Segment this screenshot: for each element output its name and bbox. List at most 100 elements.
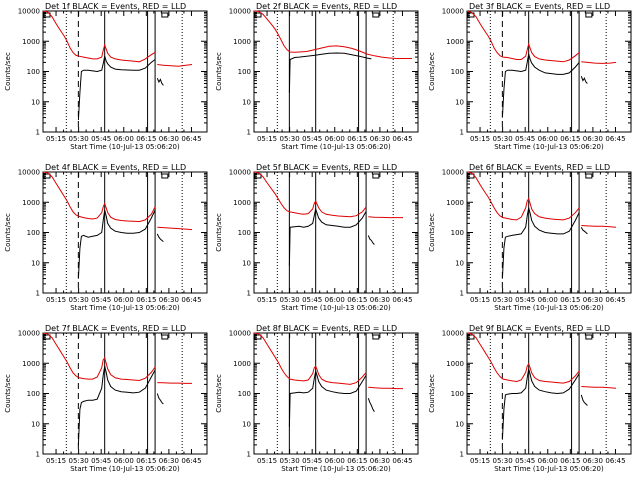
- x-axis-label: Start Time (10-Jul-13 05:06:20): [281, 143, 391, 151]
- y-axis-label: Counts/sec: [428, 374, 436, 413]
- x-tick-label: 05:45: [515, 135, 535, 143]
- series-line-lld-after: [157, 64, 193, 67]
- x-tick-label: 05:45: [515, 457, 535, 465]
- detector-panel-7: Det 7f BLACK = Events, RED = LLD 1 10 100 10…: [4, 324, 208, 473]
- x-tick-label: 06:30: [583, 296, 603, 304]
- series-line-lld-after: [368, 386, 403, 390]
- x-tick-label: 05:15: [46, 457, 66, 465]
- y-tick-label: 10000: [442, 330, 464, 338]
- x-tick-label: 06:30: [159, 135, 179, 143]
- y-tick-label: 1: [247, 290, 251, 298]
- x-tick-label: 05:15: [257, 296, 277, 304]
- y-tick-label: 1: [247, 129, 251, 137]
- panel-title: Det 2f BLACK = Events, RED = LLD: [256, 2, 397, 11]
- x-tick-label: 05:15: [257, 457, 277, 465]
- series-line-events: [501, 53, 580, 118]
- x-tick-label: 06:15: [560, 296, 580, 304]
- series-line-events-after: [156, 78, 164, 86]
- panel-title: Det 8f BLACK = Events, RED = LLD: [256, 324, 397, 333]
- series-line-lld: [253, 171, 367, 218]
- x-tick-label: 05:45: [302, 135, 322, 143]
- x-tick-label: 05:30: [493, 457, 513, 465]
- corner-marker: [372, 173, 380, 179]
- y-tick-label: 1: [36, 129, 40, 137]
- corner-marker: [254, 12, 262, 18]
- corner-marker: [372, 12, 380, 18]
- corner-marker: [254, 334, 262, 340]
- y-tick-label: 1: [460, 290, 464, 298]
- series-line-events: [288, 52, 372, 93]
- y-axis-label: Counts/sec: [215, 374, 223, 413]
- series-line-events-after: [156, 393, 164, 405]
- y-axis-label: Counts/sec: [428, 213, 436, 252]
- x-tick-label: 06:00: [325, 457, 345, 465]
- corner-marker: [585, 12, 593, 18]
- y-axis-label: Counts/sec: [215, 213, 223, 252]
- series-line-events-after: [156, 233, 164, 242]
- x-tick-label: 06:00: [114, 457, 134, 465]
- series-line-lld: [42, 332, 156, 382]
- series-line-lld-after: [581, 386, 617, 389]
- x-tick-label: 06:45: [605, 296, 625, 304]
- y-tick-label: 100: [451, 390, 464, 398]
- x-axis-label: Start Time (10-Jul-13 05:06:20): [494, 465, 604, 473]
- series-line-lld-after: [157, 382, 192, 384]
- series-line-lld-after: [581, 61, 617, 64]
- corner-marker: [585, 173, 593, 179]
- x-tick-label: 05:15: [470, 296, 490, 304]
- y-tick-label: 10000: [18, 8, 40, 16]
- series-line-events: [288, 207, 367, 266]
- y-tick-label: 10: [455, 259, 464, 267]
- series-line-events: [77, 366, 156, 445]
- y-tick-label: 100: [27, 390, 40, 398]
- y-tick-label: 10000: [229, 169, 251, 177]
- detector-panel-3: Det 3f BLACK = Events, RED = LLD 1 10 100 10…: [428, 2, 632, 151]
- panel-title: Det 3f BLACK = Events, RED = LLD: [469, 2, 610, 11]
- panel-title: Det 9f BLACK = Events, RED = LLD: [469, 324, 610, 333]
- series-line-events-after: [580, 226, 588, 235]
- x-tick-label: 06:15: [136, 135, 156, 143]
- x-tick-label: 05:30: [280, 135, 300, 143]
- detector-panel-8: Det 8f BLACK = Events, RED = LLD 1 10 100 10…: [215, 324, 419, 473]
- x-tick-label: 06:15: [560, 457, 580, 465]
- corner-marker: [161, 334, 169, 340]
- y-tick-label: 1: [36, 451, 40, 459]
- x-tick-label: 05:30: [493, 135, 513, 143]
- x-tick-label: 05:45: [515, 296, 535, 304]
- x-tick-label: 06:15: [347, 457, 367, 465]
- y-tick-label: 100: [451, 229, 464, 237]
- y-axis-label: Counts/sec: [4, 213, 12, 252]
- x-axis-label: Start Time (10-Jul-13 05:06:20): [494, 304, 604, 312]
- x-axis-label: Start Time (10-Jul-13 05:06:20): [281, 465, 391, 473]
- x-tick-label: 06:00: [325, 296, 345, 304]
- x-tick-label: 06:15: [347, 296, 367, 304]
- corner-marker: [372, 334, 380, 340]
- y-tick-label: 1: [460, 451, 464, 459]
- y-axis-label: Counts/sec: [4, 52, 12, 91]
- x-tick-label: 06:15: [560, 135, 580, 143]
- series-line-lld: [42, 10, 156, 63]
- x-tick-label: 06:00: [538, 457, 558, 465]
- series-line-lld-after: [581, 225, 617, 228]
- x-tick-label: 06:45: [392, 296, 412, 304]
- x-tick-label: 05:45: [302, 457, 322, 465]
- series-line-lld: [466, 171, 580, 221]
- corner-marker: [585, 334, 593, 340]
- x-tick-label: 06:00: [114, 135, 134, 143]
- series-line-lld: [466, 332, 580, 384]
- y-tick-label: 10: [31, 98, 40, 106]
- x-tick-label: 05:15: [470, 457, 490, 465]
- panel-title: Det 6f BLACK = Events, RED = LLD: [469, 163, 610, 172]
- y-tick-label: 10000: [18, 330, 40, 338]
- series-line-lld-after: [157, 226, 193, 231]
- x-tick-label: 05:30: [69, 135, 89, 143]
- x-tick-label: 05:15: [470, 135, 490, 143]
- x-tick-label: 05:30: [69, 296, 89, 304]
- x-tick-label: 05:15: [257, 135, 277, 143]
- y-tick-label: 10: [242, 98, 251, 106]
- y-tick-label: 100: [27, 229, 40, 237]
- y-tick-label: 1000: [22, 360, 40, 368]
- detector-panel-1: Det 1f BLACK = Events, RED = LLD 1 10 100 10…: [4, 2, 208, 151]
- y-tick-label: 10: [242, 259, 251, 267]
